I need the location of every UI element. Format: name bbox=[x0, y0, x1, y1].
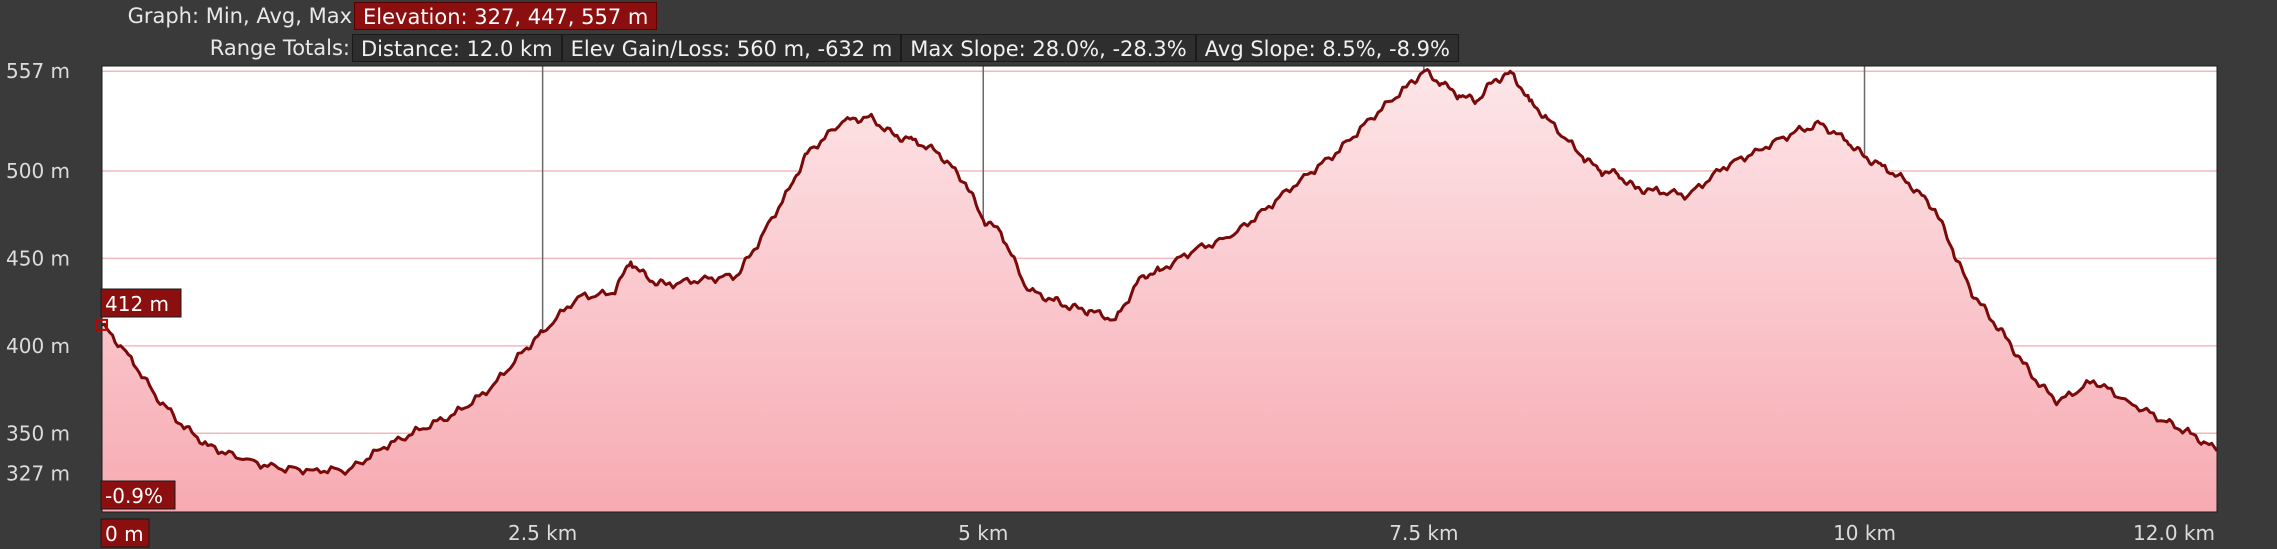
y-tick-label: 400 m bbox=[6, 334, 70, 358]
graph-label: Graph: Min, Avg, Max bbox=[127, 4, 352, 28]
header-row-graph: Graph: Min, Avg, Max Elevation: 327, 447… bbox=[0, 1, 658, 31]
header-row-range-totals: Range Totals: Distance: 12.0 km Elev Gai… bbox=[0, 33, 1459, 63]
x-tick-label: 2.5 km bbox=[508, 521, 577, 545]
cursor-slope-text: -0.9% bbox=[105, 484, 163, 508]
y-tick-label: 557 m bbox=[6, 59, 70, 83]
elevation-stat-badge: Elevation: 327, 447, 557 m bbox=[354, 2, 658, 30]
y-tick-label: 327 m bbox=[6, 462, 70, 486]
cursor-elevation-text: 412 m bbox=[105, 292, 169, 316]
x-tick-label: 10 km bbox=[1833, 521, 1896, 545]
x-tick-label: 5 km bbox=[958, 521, 1008, 545]
distance-box: Distance: 12.0 km bbox=[352, 34, 562, 62]
cursor-slope-tag: -0.9% bbox=[100, 480, 176, 510]
range-totals-label: Range Totals: bbox=[209, 36, 350, 60]
avg-slope-box: Avg Slope: 8.5%, -8.9% bbox=[1195, 34, 1459, 62]
x-tick-label: 12.0 km bbox=[2133, 521, 2215, 545]
elevation-line bbox=[101, 68, 2219, 476]
y-tick-label: 500 m bbox=[6, 159, 70, 183]
max-slope-box: Max Slope: 28.0%, -28.3% bbox=[901, 34, 1196, 62]
y-axis-labels: 557 m 500 m 450 m 400 m 350 m 327 m bbox=[6, 59, 70, 485]
cursor-distance-tag: 0 m bbox=[100, 518, 150, 548]
cursor-marker[interactable] bbox=[96, 318, 108, 331]
elevation-area-fill bbox=[102, 69, 2217, 512]
x-axis-labels: 2.5 km 5 km 7.5 km 10 km 12.0 km bbox=[508, 521, 2215, 545]
y-tick-label: 450 m bbox=[6, 246, 70, 270]
elev-gain-loss-box: Elev Gain/Loss: 560 m, -632 m bbox=[561, 34, 902, 62]
cursor-distance-text: 0 m bbox=[105, 522, 144, 546]
cursor-elevation-tag: 412 m bbox=[100, 288, 182, 318]
y-tick-label: 350 m bbox=[6, 421, 70, 445]
x-tick-label: 7.5 km bbox=[1389, 521, 1458, 545]
